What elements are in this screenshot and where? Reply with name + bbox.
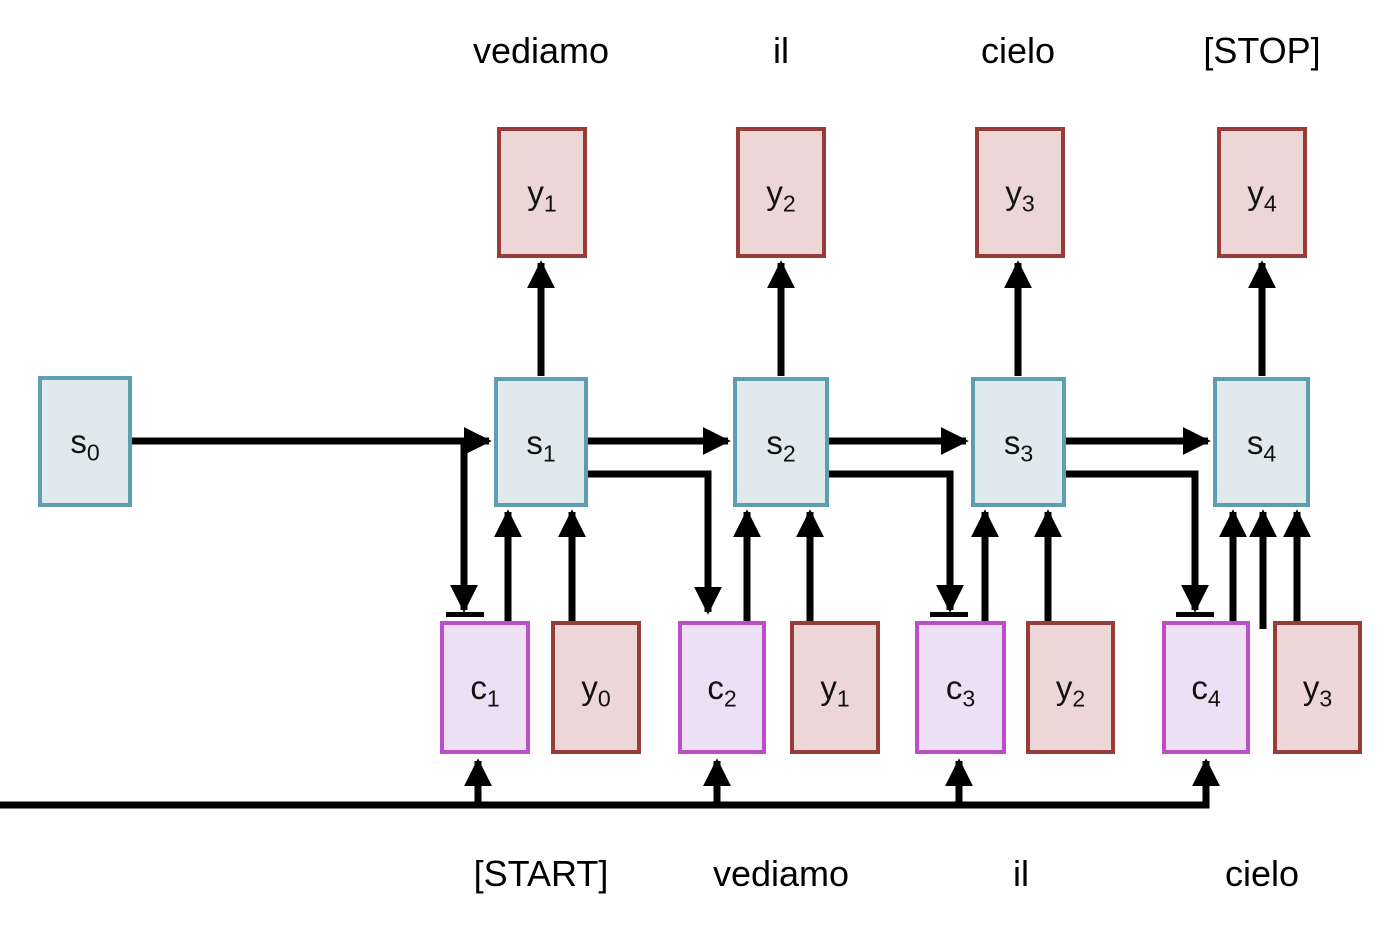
state-to-context-arrows [450,441,1209,615]
output-box-y2: y2 [736,127,826,258]
state-box-s0: s0 [38,376,132,507]
state-box-s4: s4 [1213,377,1310,507]
state-box-s1: s1 [494,377,588,507]
output-box-y4: y4 [1217,127,1307,258]
state-box-s2: s2 [733,377,829,507]
input-box-y3: y3 [1273,621,1362,754]
inputs-to-state-arrows [494,509,1311,629]
top-word-2: il [773,30,789,71]
bottom-word-1: [START] [473,853,609,894]
input-box-y1: y1 [790,621,880,754]
bottom-word-3: il [1013,853,1029,894]
state-box-s3: s3 [971,377,1066,507]
encoder-line-arrows [0,758,1220,809]
input-box-y0: y0 [551,621,641,754]
bottom-word-2: vediamo [712,853,850,894]
context-landing-ticks [446,612,1214,617]
top-word-3: cielo [980,30,1056,71]
input-box-y2: y2 [1026,621,1115,754]
top-word-4: [STOP] [1203,30,1321,71]
context-box-c1: c1 [440,621,530,754]
state-to-output-arrows [527,260,1276,376]
bottom-word-4: cielo [1224,853,1300,894]
context-box-c2: c2 [678,621,766,754]
top-word-1: vediamo [472,30,610,71]
output-box-y3: y3 [975,127,1065,258]
context-box-c4: c4 [1162,621,1250,754]
context-box-c3: c3 [915,621,1006,754]
output-box-y1: y1 [497,127,587,258]
